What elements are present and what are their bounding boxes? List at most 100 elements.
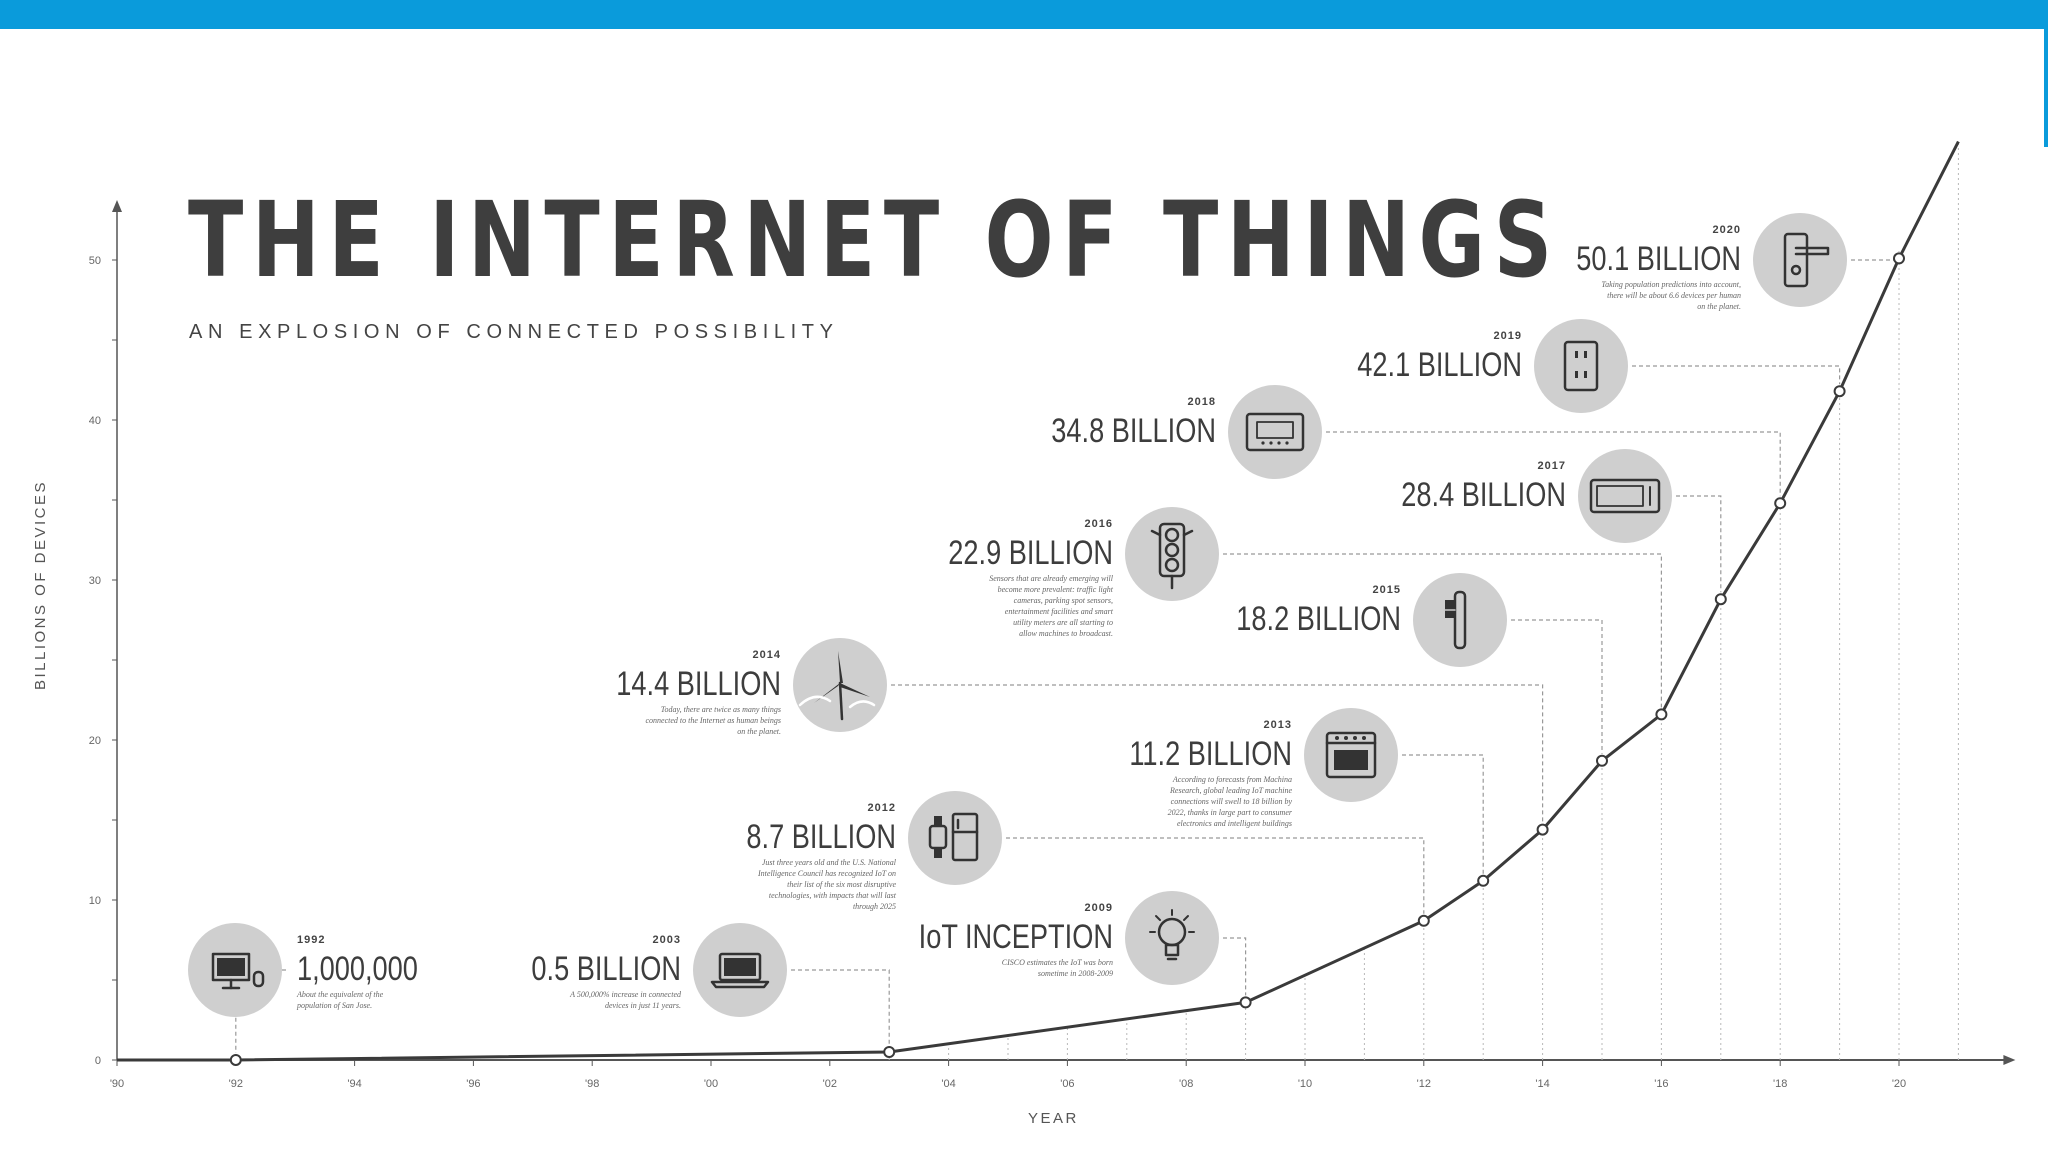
callout-value: 0.5 BILLION [531,949,681,988]
callout-note: connected to the Internet as human being… [645,716,781,725]
callout-note: there will be about 6.6 devices per huma… [1607,291,1741,300]
x-tick-label: '90 [110,1078,124,1090]
callout-note: connections will swell to 18 billion by [1171,797,1293,806]
callout-note: allow machines to broadcast. [1019,629,1113,638]
data-point [1536,823,1549,836]
callout-2013: 2013 11.2 BILLION According to forecasts f… [1129,708,1398,828]
callout-note: A 500,000% increase in connected [569,990,682,999]
annotation-leader-lines [235,251,1900,1053]
callout-note: devices in just 11 years. [605,1001,681,1010]
x-tick-label: '14 [1535,1078,1549,1090]
callout-value: 14.4 BILLION [616,664,781,703]
data-point [1477,874,1490,887]
callout-note: through 2025 [853,902,896,911]
x-tick-label: '98 [585,1078,599,1090]
chart-subtitle: AN EXPLOSION OF CONNECTED POSSIBILITY [189,321,839,343]
callout-value: IoT INCEPTION [919,917,1113,956]
callout-year: 2016 [1085,518,1113,530]
callout-note: utility meters are all starting to [1013,618,1113,627]
callout-note: technologies, with impacts that will las… [769,891,897,900]
x-tick-label: '96 [466,1078,480,1090]
leader-2012 [1006,837,1425,914]
callout-2009: 2009 IoT INCEPTION CISCO estimates the IoT… [919,891,1219,985]
watch-fridge-icon [928,812,979,862]
callout-note: on the planet. [1697,302,1741,311]
y-tick-label: 0 [95,1055,101,1067]
callout-note: Taking population predictions into accou… [1601,280,1741,289]
callout-note: cameras, parking spot sensors, [1014,596,1113,605]
laptop-icon [710,952,770,989]
x-tick-label: '18 [1773,1078,1787,1090]
callout-2012: 2012 8.7 BILLION Just three years old and … [746,791,1002,911]
axes: '90 '92 '94 '96 '98 '00 '02 '04 '06 '08 '10 '12 '14 '… [89,200,2016,1090]
leader-2017 [1676,495,1722,593]
data-point [1893,252,1905,265]
callout-value: 11.2 BILLION [1129,734,1292,773]
x-tick-label: '20 [1892,1078,1906,1090]
y-tick-label: 20 [89,735,101,747]
thermostat-icon [1245,412,1305,452]
callout-note: Today, there are twice as many things [661,705,781,714]
x-tick-label: '08 [1179,1078,1193,1090]
leader-2016 [1223,553,1662,708]
callout-note: electronics and intelligent buildings [1177,819,1292,828]
leader-2015 [1511,619,1603,754]
x-axis-arrow [2003,1055,2016,1065]
callout-value: 42.1 BILLION [1357,345,1522,384]
x-tick-label: '94 [347,1078,361,1090]
traffic-light-icon [1150,522,1194,590]
growth-curve [117,140,1960,1062]
x-tick-label: '06 [1060,1078,1074,1090]
callout-year: 2013 [1264,719,1292,731]
callout-year: 2014 [753,649,781,661]
callout-value: 28.4 BILLION [1401,475,1566,514]
icon-badge [908,791,1002,885]
y-tick-label: 30 [89,575,101,587]
callout-2015: 2015 18.2 BILLION [1236,573,1507,667]
icon-badge [1753,213,1847,307]
callout-1992: 1992 1,000,000 About the equivalent of the… [188,923,418,1017]
callout-note: entertainment facilities and smart [1005,607,1114,616]
callout-value: 22.9 BILLION [948,533,1113,572]
y-tick-label: 50 [89,255,101,267]
callout-year: 2020 [1713,224,1741,236]
x-tick-label: '00 [704,1078,718,1090]
callout-year: 2009 [1085,902,1113,914]
callout-value: 1,000,000 [297,949,418,988]
callout-note: sometime in 2008-2009 [1038,969,1113,978]
callout-note: According to forecasts from Machina [1172,775,1292,784]
leader-2014 [891,684,1544,823]
wind-turbine-icon [798,651,876,721]
leader-2013 [1402,754,1484,874]
callout-value: 18.2 BILLION [1236,599,1401,638]
leader-2020 [1851,251,1900,261]
icon-badge [1125,891,1219,985]
callout-note: Just three years old and the U.S. Nation… [762,858,897,867]
icon-badge [1413,573,1507,667]
year-guide-lines [888,141,1959,1060]
growth-line [117,140,1960,1062]
callout-year: 1992 [297,934,325,946]
data-point [1239,996,1252,1009]
data-point [1417,914,1430,927]
callout-year: 2012 [868,802,896,814]
callout-note: their list of the six most disruptive [787,880,896,889]
callout-2019: 2019 42.1 BILLION [1357,319,1628,413]
icon-badge [1228,385,1322,479]
y-tick-label: 40 [89,415,101,427]
callout-note: on the planet. [737,727,781,736]
data-point-markers [229,252,1905,1066]
oven-icon [1325,731,1377,779]
leader-2003 [791,969,890,1045]
callout-value: 34.8 BILLION [1051,411,1216,450]
data-point [229,1053,242,1066]
desktop-computer-icon [211,952,265,990]
icon-badge [1125,507,1219,601]
x-tick-label: '04 [941,1078,955,1090]
chart-title: THE INTERNET OF THINGS [188,179,1561,301]
callout-note: CISCO estimates the IoT was born [1002,958,1113,967]
callout-year: 2018 [1188,396,1216,408]
x-tick-label: '10 [1298,1078,1312,1090]
data-point [1774,497,1787,510]
microwave-icon [1589,478,1661,514]
